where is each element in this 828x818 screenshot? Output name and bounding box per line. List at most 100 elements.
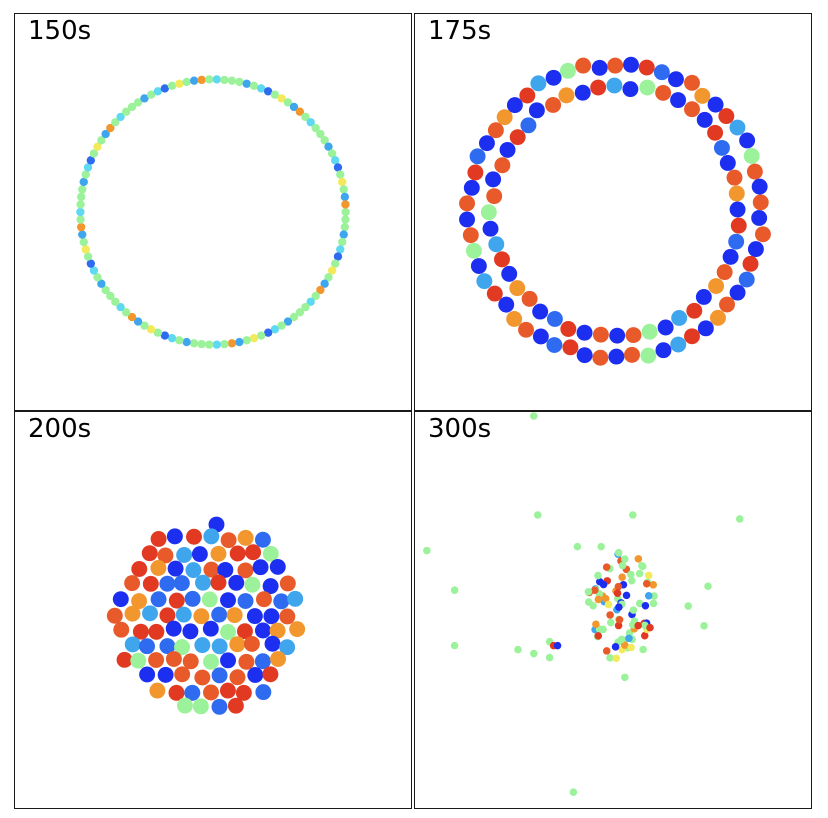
particle bbox=[237, 562, 254, 579]
particle bbox=[530, 412, 538, 420]
particle bbox=[327, 266, 337, 275]
particle bbox=[506, 97, 523, 114]
particle bbox=[629, 606, 638, 614]
particle bbox=[237, 529, 254, 546]
particle bbox=[644, 591, 653, 600]
particle bbox=[176, 547, 193, 563]
particle bbox=[340, 222, 350, 232]
particle bbox=[735, 515, 744, 523]
particle bbox=[341, 215, 350, 224]
particle bbox=[168, 684, 185, 701]
particle bbox=[277, 321, 286, 330]
particle bbox=[106, 123, 115, 133]
particle bbox=[514, 645, 522, 654]
particle bbox=[465, 242, 482, 259]
particle bbox=[340, 192, 350, 202]
particle bbox=[212, 75, 221, 84]
particle bbox=[306, 118, 315, 127]
particle bbox=[112, 591, 129, 608]
particle bbox=[295, 308, 305, 317]
particle bbox=[470, 258, 487, 274]
particle bbox=[324, 142, 333, 151]
particle bbox=[168, 592, 185, 609]
particle bbox=[86, 259, 95, 268]
particle bbox=[202, 620, 219, 637]
particle bbox=[157, 666, 174, 683]
particle bbox=[611, 643, 620, 651]
particle bbox=[79, 177, 88, 187]
particle bbox=[210, 545, 227, 562]
particle bbox=[89, 149, 99, 158]
particle bbox=[738, 271, 755, 288]
particle bbox=[311, 291, 320, 301]
particle bbox=[220, 624, 236, 640]
particle bbox=[670, 92, 687, 109]
particle bbox=[116, 112, 125, 122]
particle bbox=[532, 328, 549, 345]
particle bbox=[197, 339, 206, 349]
particle bbox=[228, 574, 245, 591]
particle bbox=[423, 546, 431, 555]
particle bbox=[591, 586, 599, 594]
particle bbox=[599, 580, 608, 589]
particle bbox=[607, 618, 615, 627]
particle bbox=[130, 652, 147, 669]
particle bbox=[277, 94, 286, 103]
particle bbox=[617, 635, 626, 644]
particle bbox=[707, 124, 724, 141]
particle bbox=[639, 645, 647, 654]
particle bbox=[494, 251, 510, 268]
particle bbox=[238, 653, 255, 670]
particle bbox=[640, 631, 649, 640]
particle bbox=[101, 129, 110, 139]
particle bbox=[279, 608, 296, 625]
particle bbox=[157, 547, 174, 564]
particle bbox=[127, 312, 137, 322]
particle bbox=[320, 279, 329, 288]
particle bbox=[634, 555, 643, 563]
particle bbox=[150, 560, 167, 576]
particle bbox=[320, 136, 329, 145]
particle bbox=[197, 75, 206, 85]
particle bbox=[220, 75, 229, 85]
particle bbox=[638, 59, 655, 76]
particle bbox=[668, 71, 684, 88]
particle bbox=[111, 297, 120, 306]
particle bbox=[203, 653, 219, 670]
particle bbox=[263, 608, 280, 625]
particle bbox=[93, 273, 102, 282]
particle bbox=[338, 177, 347, 187]
particle bbox=[146, 325, 156, 334]
particle bbox=[476, 273, 493, 290]
particle bbox=[167, 560, 184, 577]
particle bbox=[116, 651, 133, 668]
panel-175s-label: 175s bbox=[428, 16, 492, 46]
particle bbox=[485, 171, 502, 188]
particle bbox=[167, 333, 177, 343]
particle bbox=[641, 323, 658, 340]
particle bbox=[649, 599, 658, 608]
particle bbox=[192, 698, 209, 715]
panel-300s-label: 300s bbox=[428, 414, 492, 444]
particle bbox=[283, 98, 293, 107]
particle bbox=[574, 84, 591, 101]
particle bbox=[614, 621, 623, 630]
particle bbox=[509, 129, 526, 146]
particle bbox=[113, 621, 130, 638]
particle bbox=[243, 635, 260, 652]
particle bbox=[139, 638, 155, 655]
particle bbox=[236, 623, 253, 640]
particle bbox=[247, 667, 264, 683]
particle bbox=[81, 170, 90, 179]
particle bbox=[528, 102, 545, 119]
particle bbox=[249, 333, 259, 343]
particle bbox=[227, 697, 244, 714]
particle bbox=[227, 339, 237, 348]
particle bbox=[635, 569, 644, 578]
particle bbox=[175, 79, 184, 88]
particle bbox=[606, 654, 614, 662]
particle bbox=[174, 666, 191, 683]
particle bbox=[545, 96, 562, 113]
particle bbox=[592, 620, 600, 629]
